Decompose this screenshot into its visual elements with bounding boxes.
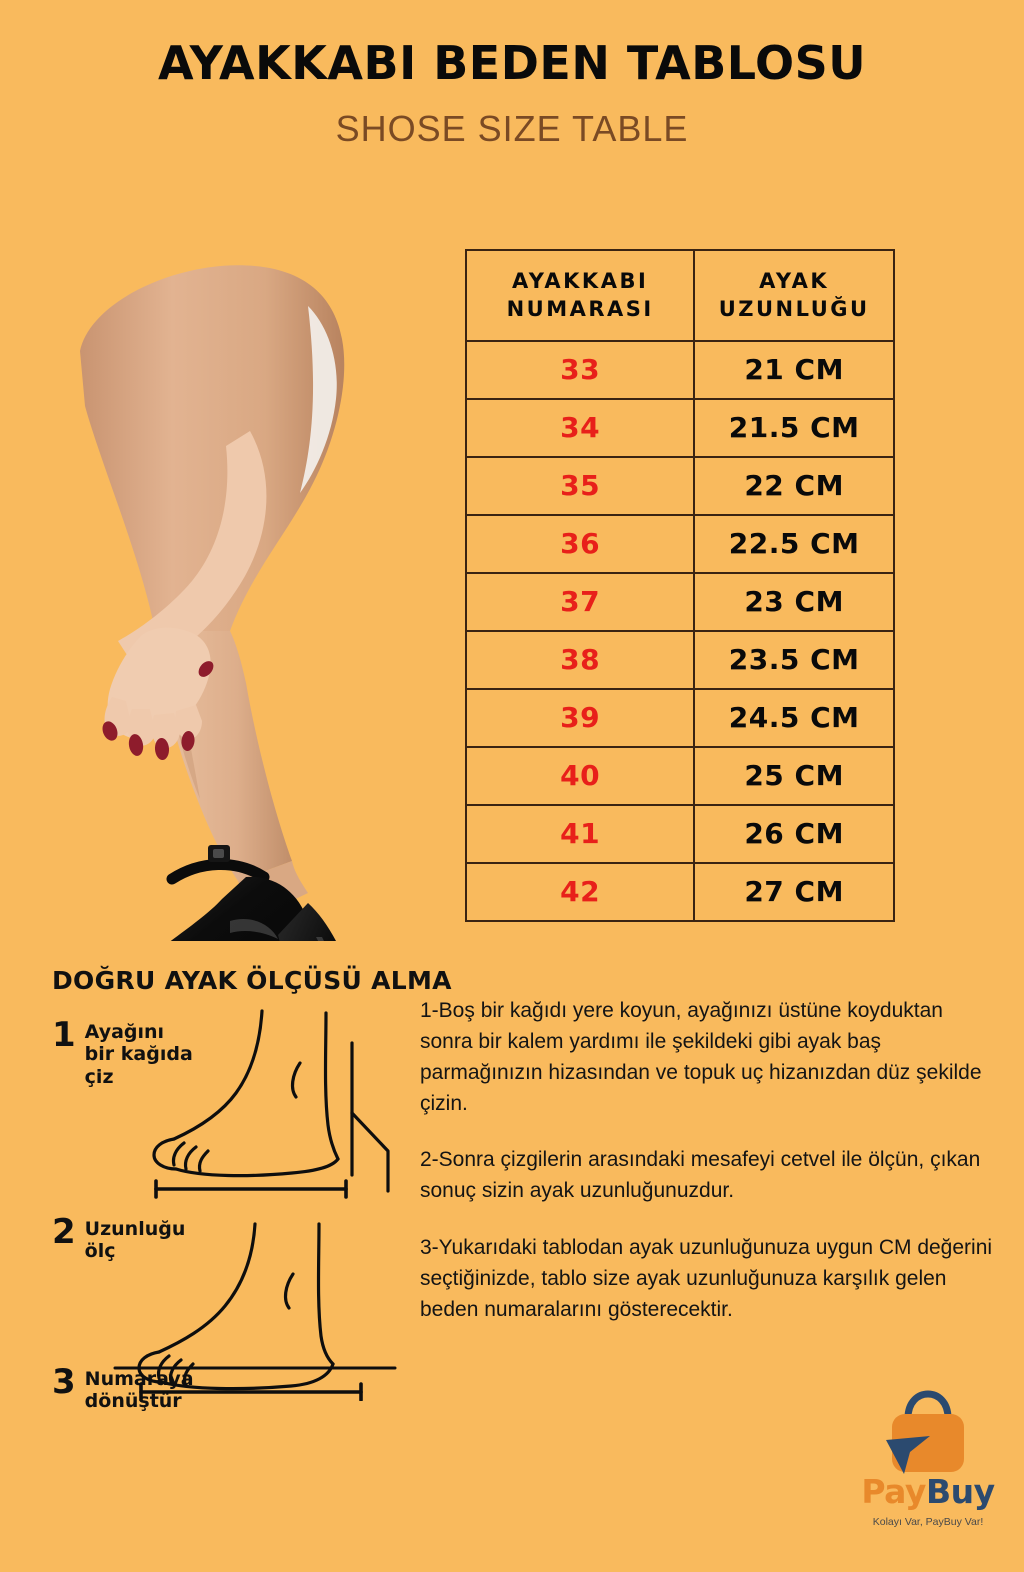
page-title: AYAKKABI BEDEN TABLOSU: [157, 36, 867, 90]
cell-shoe-size: 36: [464, 513, 696, 574]
column-header-shoe-size: AYAKKABI NUMARASI: [464, 249, 696, 342]
page-subtitle: SHOSE SIZE TABLE: [335, 108, 689, 149]
table-row: 37 23 CM: [464, 571, 895, 632]
logo-tagline: Kolayı Var, PayBuy Var!: [872, 1516, 984, 1528]
logo-text-buy: Buy: [925, 1472, 995, 1511]
cell-shoe-size: 33: [464, 339, 696, 400]
step-label-2: Uzunluğu ölç: [84, 1218, 186, 1263]
cell-foot-length: 25 CM: [693, 745, 895, 806]
step-number-3: 3: [52, 1362, 76, 1402]
cell-shoe-size: 39: [464, 687, 696, 748]
foot-outline-diagram-ruler: [105, 1216, 405, 1406]
cell-foot-length: 27 CM: [693, 861, 895, 922]
cell-foot-length: 23 CM: [693, 571, 895, 632]
table-row: 38 23.5 CM: [464, 629, 895, 690]
instruction-paragraph-2: 2-Sonra çizgilerin arasındaki mesafeyi c…: [420, 1148, 981, 1203]
cell-foot-length: 22.5 CM: [693, 513, 895, 574]
cell-shoe-size: 40: [464, 745, 696, 806]
table-header-row: AYAKKABI NUMARASI AYAK UZUNLUĞU: [464, 249, 895, 342]
leg-heel-photo: [60, 231, 420, 941]
table-row: 34 21.5 CM: [464, 397, 895, 458]
table-row: 36 22.5 CM: [464, 513, 895, 574]
shoe-size-table: AYAKKABI NUMARASI AYAK UZUNLUĞU 33 21 CM 3…: [464, 249, 895, 922]
cell-shoe-size: 34: [464, 397, 696, 458]
instruction-paragraph-1: 1-Boş bir kağıdı yere koyun, ayağınızı ü…: [420, 999, 982, 1115]
column-header-foot-length: AYAK UZUNLUĞU: [693, 249, 895, 342]
table-row: 40 25 CM: [464, 745, 895, 806]
cell-foot-length: 24.5 CM: [693, 687, 895, 748]
step-number-2: 2: [52, 1212, 76, 1252]
cell-shoe-size: 41: [464, 803, 696, 864]
cell-foot-length: 26 CM: [693, 803, 895, 864]
measure-step-2: 2 Uzunluğu ölç: [52, 1212, 186, 1263]
instructions-block: 1-Boş bir kağıdı yere koyun, ayağınızı ü…: [420, 996, 1000, 1326]
table-row: 41 26 CM: [464, 803, 895, 864]
measure-step-1: 1 Ayağını bir kağıda çiz: [52, 1015, 193, 1088]
table-row: 39 24.5 CM: [464, 687, 895, 748]
step-label-1: Ayağını bir kağıda çiz: [84, 1021, 193, 1088]
shopping-bag-icon: [848, 1388, 1008, 1476]
cell-shoe-size: 42: [464, 861, 696, 922]
table-row: 42 27 CM: [464, 861, 895, 922]
logo-wordmark: PayBuy: [848, 1472, 1008, 1511]
table-row: 33 21 CM: [464, 339, 895, 400]
cell-shoe-size: 37: [464, 571, 696, 632]
cell-foot-length: 21.5 CM: [693, 397, 895, 458]
cell-foot-length: 23.5 CM: [693, 629, 895, 690]
cell-shoe-size: 38: [464, 629, 696, 690]
step-number-1: 1: [52, 1015, 76, 1055]
logo-text-pay: Pay: [861, 1472, 926, 1511]
table-row: 35 22 CM: [464, 455, 895, 516]
paybuy-logo: PayBuy Kolayı Var, PayBuy Var!: [848, 1388, 1008, 1528]
cell-foot-length: 22 CM: [693, 455, 895, 516]
instruction-paragraph-3: 3-Yukarıdaki tablodan ayak uzunluğunuza …: [420, 1236, 993, 1321]
measure-section-heading: DOĞRU AYAK ÖLÇÜSÜ ALMA: [52, 966, 452, 995]
size-table-container: AYAKKABI NUMARASI AYAK UZUNLUĞU 33 21 CM 3…: [464, 249, 895, 922]
cell-shoe-size: 35: [464, 455, 696, 516]
cell-foot-length: 21 CM: [693, 339, 895, 400]
foot-outline-diagram-wall: [140, 1001, 410, 1206]
